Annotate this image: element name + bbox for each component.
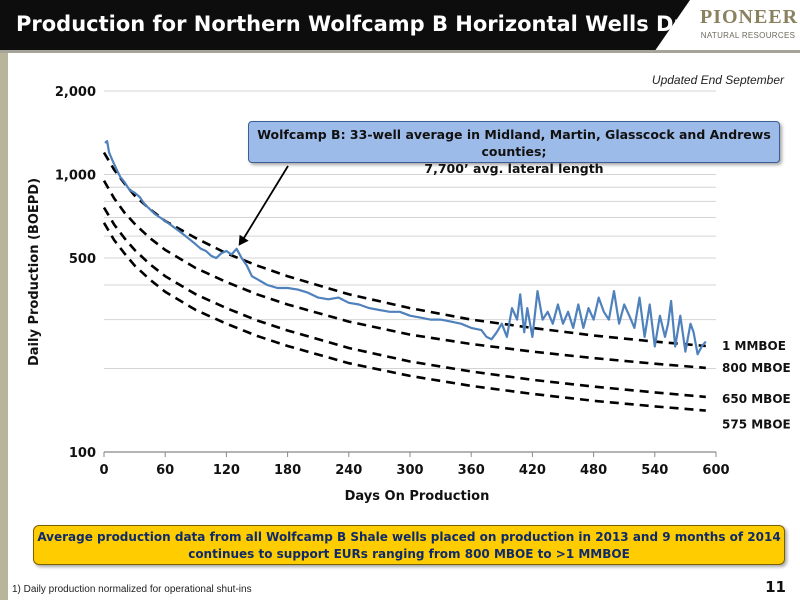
header-divider [0,50,800,53]
chart-labels: 1 MMBOE 800 MBOE 650 MBOE 575 MBOE [238,165,791,432]
actual-production-line [104,140,707,356]
title-text: Production for Northern Wolfcamp B Horiz… [16,12,800,36]
x-tick-label: 420 [519,463,546,478]
callout-line-1: Wolfcamp B: 33-well average in Midland, … [257,127,771,159]
summary-box: Average production data from all Wolfcam… [33,525,785,565]
logo-subtitle: NATURAL RESOURCES [700,31,796,40]
callout-arrow [240,165,289,243]
curve-label: 575 MBOE [722,418,791,432]
axes: 0 60 120 180 240 300 360 420 480 540 600 100 500 1,00… [27,85,730,504]
y-axis-title: Daily Production (BOEPD) [27,178,42,366]
curve-label: 1 MMBOE [722,339,786,353]
summary-line-1: Average production data from all Wolfcam… [37,530,781,544]
type-curve-3 [102,206,706,399]
x-tick-label: 0 [99,463,108,478]
footnote: 1) Daily production normalized for opera… [12,584,252,595]
type-curve-4 [102,222,706,412]
title-bar [0,0,690,50]
callout-line-2: 7,700’ avg. lateral length [424,161,604,176]
callout-box: Wolfcamp B: 33-well average in Midland, … [248,121,780,176]
actual-production [104,140,707,356]
x-tick-label: 600 [702,463,729,478]
x-tick-label: 300 [396,463,423,478]
type-curves [102,151,706,412]
x-tick-label: 60 [156,463,174,478]
page-title: Production for Northern Wolfcamp B Horiz… [16,12,800,36]
x-tick-label: 360 [458,463,485,478]
type-curve-2 [102,180,706,370]
callout-arrowhead [238,234,249,246]
x-tick-label: 480 [580,463,607,478]
x-tick-label: 240 [335,463,362,478]
x-axis-title: Days On Production [345,489,490,504]
pioneer-logo: PIONEER NATURAL RESOURCES [700,6,799,44]
y-tick-label: 1,000 [55,169,96,184]
y-tick-label: 500 [69,252,96,267]
y-tick-label: 2,000 [55,85,96,100]
header: Production for Northern Wolfcamp B Horiz… [0,0,800,50]
type-curve-1 [102,151,706,348]
curve-label: 800 MBOE [722,361,791,375]
updated-note: Updated End September [651,73,784,87]
x-tick-label: 120 [213,463,240,478]
curve-label: 650 MBOE [722,392,791,406]
y-tick-label: 100 [69,446,96,461]
x-tick-label: 540 [641,463,668,478]
x-tick-label: 180 [274,463,301,478]
page-number: 11 [765,578,786,596]
summary-line-2: continues to support EURs ranging from 8… [188,547,630,561]
logo-name: PIONEER [700,6,799,28]
left-accent-bar [0,53,8,600]
